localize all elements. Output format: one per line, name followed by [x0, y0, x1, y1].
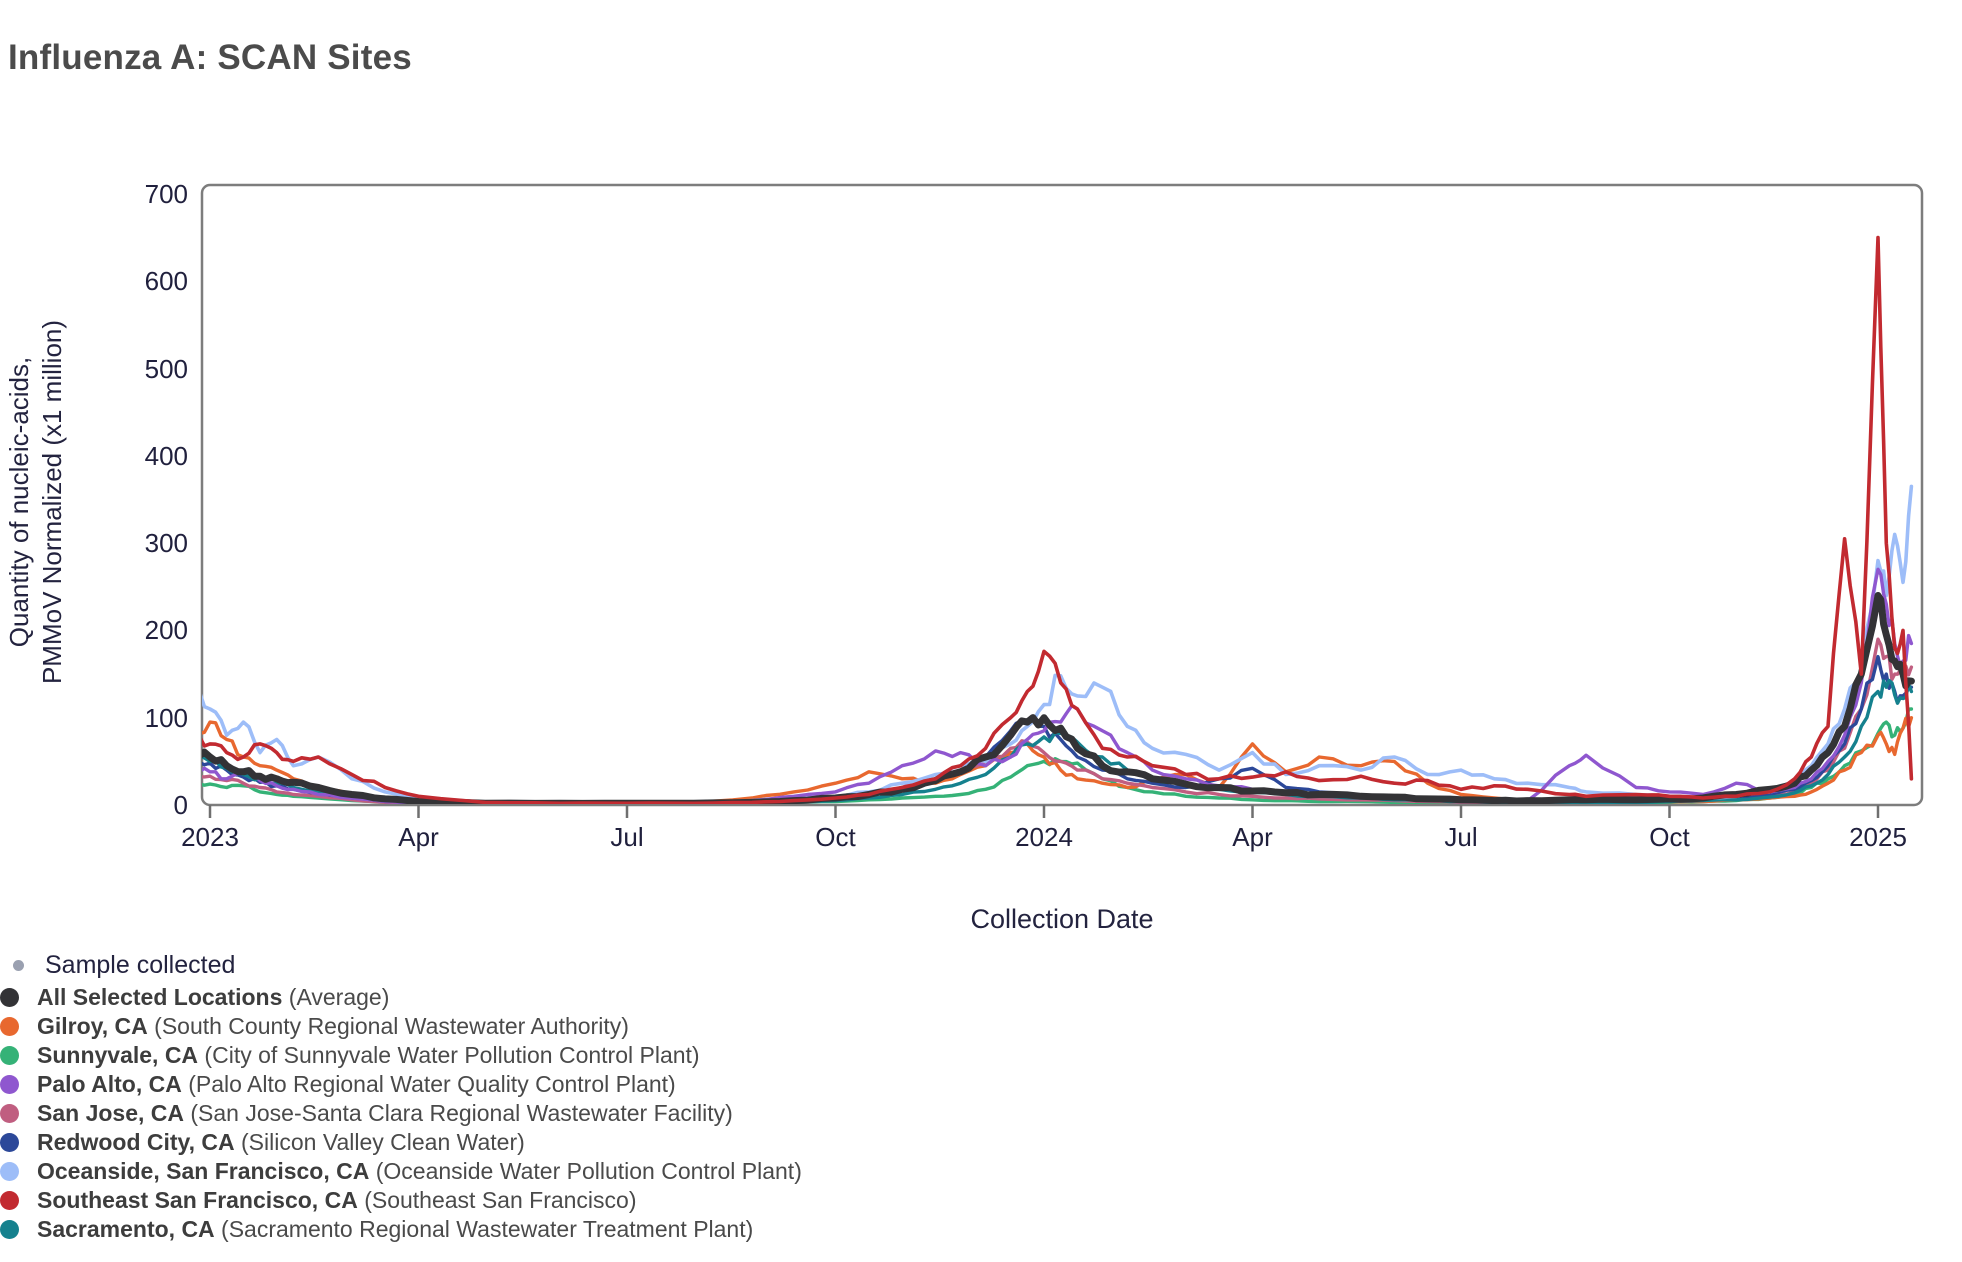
legend-label-palo_alto: Palo Alto, CA (Palo Alto Regional Water …: [37, 1071, 676, 1097]
y-tick-label-300: 300: [144, 528, 188, 559]
y-tick-label-200: 200: [144, 615, 188, 646]
plot-border: [200, 183, 1924, 807]
x-tick-label-Apr: Apr: [1232, 822, 1273, 852]
y-tick-label-500: 500: [144, 353, 188, 384]
x-axis-title: Collection Date: [970, 904, 1154, 934]
page-title: Influenza A: SCAN Sites: [8, 38, 412, 77]
sample-collected-dot-icon: [13, 959, 24, 971]
y-tick-label-700: 700: [144, 179, 188, 209]
y-tick-label-600: 600: [144, 266, 188, 297]
legend-dot-all: [0, 988, 19, 1007]
y-axis-title-line1: Quantity of nucleic-acids,: [4, 356, 34, 648]
x-tick-label-Apr: Apr: [398, 822, 439, 852]
series-line-oceanside[interactable]: [193, 484, 1914, 804]
sample-collected-label: Sample collected: [45, 950, 236, 979]
legend-sample-collected: Sample collected: [0, 948, 235, 982]
y-axis-title: Quantity of nucleic-acids, PMMoV Normali…: [3, 290, 69, 714]
series-line-southeast_sf[interactable]: [193, 235, 1914, 804]
legend-label-redwood_city: Redwood City, CA (Silicon Valley Clean W…: [37, 1129, 525, 1155]
legend-item-redwood_city: Redwood City, CA (Silicon Valley Clean W…: [0, 1128, 802, 1157]
legend-label-sunnyvale: Sunnyvale, CA (City of Sunnyvale Water P…: [37, 1042, 700, 1068]
legend-item-gilroy: Gilroy, CA (South County Regional Wastew…: [0, 1012, 802, 1041]
x-tick-label-Oct: Oct: [815, 822, 856, 852]
legend-item-all: All Selected Locations (Average): [0, 983, 802, 1012]
y-axis-title-line2: PMMoV Normalized (x1 million): [37, 319, 67, 685]
legend-dot-redwood_city: [0, 1133, 19, 1152]
legend-label-all: All Selected Locations (Average): [37, 984, 390, 1010]
legend-item-southeast_sf: Southeast San Francisco, CA (Southeast S…: [0, 1186, 802, 1215]
legend-dot-southeast_sf: [0, 1191, 19, 1210]
x-tick-label-2023: 2023: [181, 822, 239, 852]
y-tick-label-0: 0: [173, 790, 188, 820]
legend-dot-sacramento: [0, 1220, 19, 1239]
legend-label-san_jose: San Jose, CA (San Jose-Santa Clara Regio…: [37, 1100, 733, 1126]
legend-item-sacramento: Sacramento, CA (Sacramento Regional Wast…: [0, 1215, 802, 1244]
legend-item-san_jose: San Jose, CA (San Jose-Santa Clara Regio…: [0, 1099, 802, 1128]
legend-label-oceanside: Oceanside, San Francisco, CA (Oceanside …: [37, 1158, 802, 1184]
legend-item-oceanside: Oceanside, San Francisco, CA (Oceanside …: [0, 1157, 802, 1186]
legend-dot-san_jose: [0, 1104, 19, 1123]
x-tick-label-Jul: Jul: [610, 822, 644, 852]
x-tick-label-2025: 2025: [1849, 822, 1907, 852]
legend-dot-palo_alto: [0, 1075, 19, 1094]
y-tick-label-100: 100: [144, 702, 188, 733]
legend-item-sunnyvale: Sunnyvale, CA (City of Sunnyvale Water P…: [0, 1041, 802, 1070]
x-tick-label-Jul: Jul: [1444, 822, 1478, 852]
legend-label-southeast_sf: Southeast San Francisco, CA (Southeast S…: [37, 1187, 637, 1213]
chart-legend: All Selected Locations (Average) Gilroy, …: [0, 983, 802, 1244]
legend-item-palo_alto: Palo Alto, CA (Palo Alto Regional Water …: [0, 1070, 802, 1099]
y-tick-label-400: 400: [144, 440, 188, 471]
x-tick-label-Oct: Oct: [1649, 822, 1690, 852]
legend-label-sacramento: Sacramento, CA (Sacramento Regional Wast…: [37, 1216, 754, 1242]
legend-dot-sunnyvale: [0, 1046, 19, 1065]
x-tick-label-2024: 2024: [1015, 822, 1073, 852]
legend-label-gilroy: Gilroy, CA (South County Regional Wastew…: [37, 1013, 629, 1039]
legend-dot-gilroy: [0, 1017, 19, 1036]
legend-dot-oceanside: [0, 1162, 19, 1181]
